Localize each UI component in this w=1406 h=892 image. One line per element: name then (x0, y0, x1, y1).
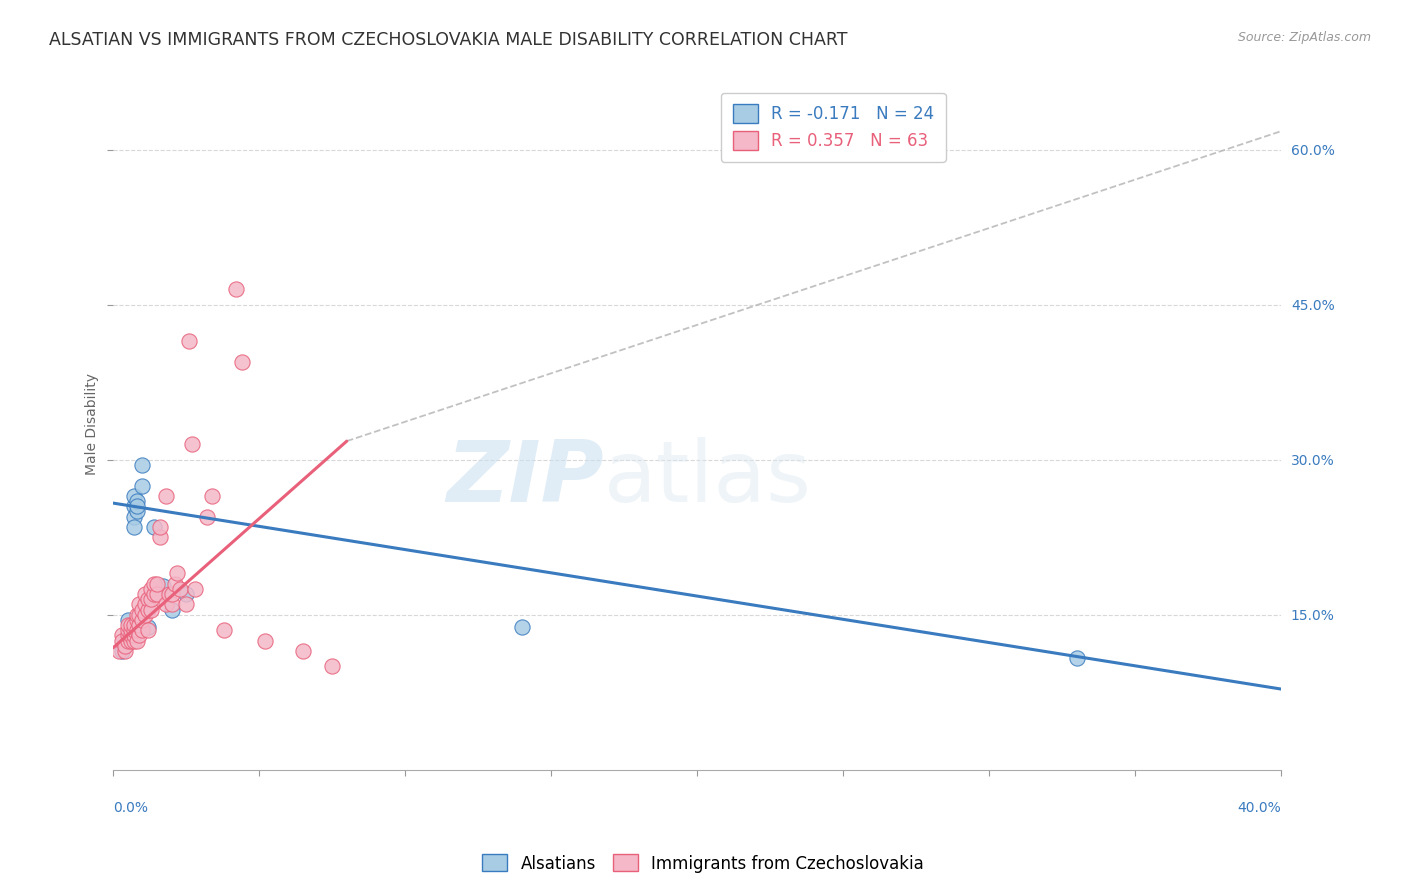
Point (195, 509, 218, 524)
Point (108, 644, 131, 658)
Point (143, 587, 166, 601)
Point (128, 598, 150, 612)
Point (174, 587, 197, 601)
Point (134, 587, 156, 601)
Point (179, 334, 201, 348)
Point (166, 566, 188, 581)
Point (117, 628, 139, 642)
Point (125, 633, 148, 648)
Point (111, 644, 134, 658)
Point (181, 437, 204, 451)
Point (131, 458, 153, 472)
Point (152, 579, 174, 593)
Text: Source: ZipAtlas.com: Source: ZipAtlas.com (1237, 31, 1371, 45)
Point (136, 592, 159, 607)
Point (125, 504, 148, 518)
Point (131, 613, 153, 627)
Point (114, 639, 136, 653)
Point (143, 520, 166, 534)
Point (146, 587, 169, 601)
Point (225, 282, 247, 296)
Point (122, 623, 145, 637)
Text: 0.0%: 0.0% (114, 801, 148, 814)
Text: ALSATIAN VS IMMIGRANTS FROM CZECHOSLOVAKIA MALE DISABILITY CORRELATION CHART: ALSATIAN VS IMMIGRANTS FROM CZECHOSLOVAK… (49, 31, 848, 49)
Point (128, 628, 150, 642)
Point (201, 489, 224, 503)
Point (117, 623, 139, 637)
Point (122, 509, 145, 524)
Point (212, 623, 235, 637)
Point (321, 659, 343, 673)
Point (174, 598, 197, 612)
Point (149, 520, 172, 534)
Point (134, 598, 156, 612)
Point (117, 628, 139, 642)
Point (1066, 651, 1088, 665)
Point (122, 489, 145, 503)
Point (253, 633, 276, 648)
Point (149, 530, 172, 544)
Point (122, 628, 145, 642)
Point (114, 644, 136, 658)
Text: ZIP: ZIP (446, 437, 603, 520)
Point (131, 623, 153, 637)
Y-axis label: Male Disability: Male Disability (86, 373, 100, 475)
Point (136, 602, 159, 616)
Point (120, 623, 142, 637)
Point (120, 633, 142, 648)
Point (160, 587, 183, 601)
Point (141, 582, 163, 596)
Point (125, 623, 148, 637)
Point (122, 520, 145, 534)
Point (117, 618, 139, 632)
Point (157, 587, 180, 601)
Point (141, 602, 163, 616)
Point (146, 576, 169, 591)
Point (128, 618, 150, 632)
Point (117, 633, 139, 648)
Text: atlas: atlas (603, 437, 811, 520)
Point (120, 633, 142, 648)
Point (125, 613, 148, 627)
Point (125, 494, 148, 508)
Legend: R = -0.171   N = 24, R = 0.357   N = 63: R = -0.171 N = 24, R = 0.357 N = 63 (721, 93, 946, 161)
Point (120, 628, 142, 642)
Point (155, 489, 177, 503)
Point (231, 354, 253, 368)
Point (111, 633, 134, 648)
Point (143, 576, 166, 591)
Point (134, 607, 156, 622)
Point (131, 478, 153, 492)
Point (136, 623, 159, 637)
Point (184, 582, 207, 596)
Point (141, 592, 163, 607)
Point (131, 602, 153, 616)
Point (155, 598, 177, 612)
Point (163, 576, 186, 591)
Point (291, 644, 314, 658)
Point (169, 582, 191, 596)
Point (117, 613, 139, 627)
Point (122, 499, 145, 513)
Point (111, 628, 134, 642)
Point (128, 618, 150, 632)
Point (510, 620, 533, 634)
Point (120, 618, 142, 632)
Point (122, 618, 145, 632)
Point (160, 602, 183, 616)
Point (125, 499, 148, 513)
Point (128, 613, 150, 627)
Legend: Alsatians, Immigrants from Czechoslovakia: Alsatians, Immigrants from Czechoslovaki… (475, 847, 931, 880)
Point (125, 607, 148, 622)
Point (120, 623, 142, 637)
Point (122, 633, 145, 648)
Point (136, 620, 159, 634)
Text: 40.0%: 40.0% (1237, 801, 1281, 814)
Point (128, 607, 150, 622)
Point (114, 633, 136, 648)
Point (160, 598, 183, 612)
